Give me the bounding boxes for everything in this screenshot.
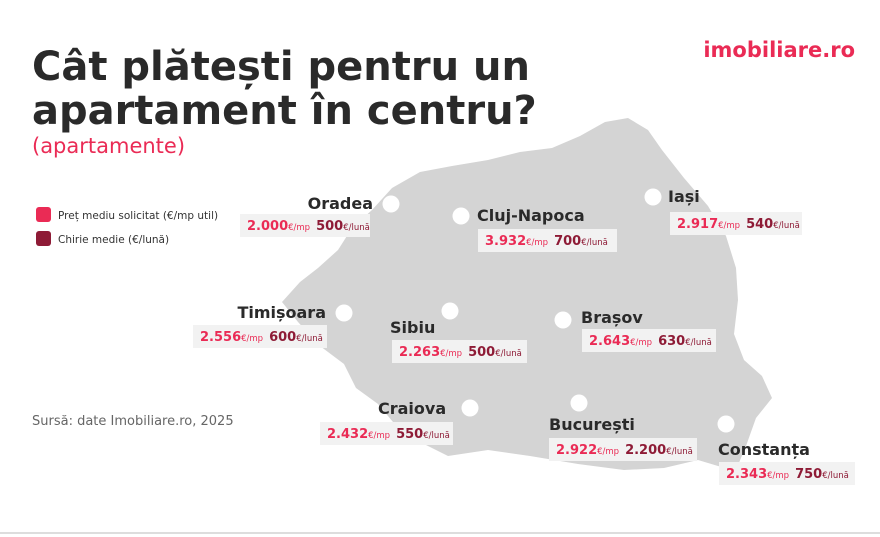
- legend: Preț mediu solicitat (€/mp util) Chirie m…: [36, 207, 218, 246]
- price-box: [320, 422, 453, 445]
- city-marker: [461, 399, 479, 417]
- title: Cât plătești pentru un: [32, 44, 530, 90]
- price-box: [240, 214, 370, 237]
- rent-unit: €/lună: [822, 471, 849, 481]
- city: Craiova 2.432€/mp 550€/lună: [320, 399, 479, 445]
- city-name: Craiova: [378, 399, 446, 418]
- rent-value: 500: [316, 219, 343, 234]
- city: Sibiu 2.263€/mp 500€/lună: [390, 302, 527, 363]
- price-unit: €/mp: [241, 334, 263, 344]
- rent-unit: €/lună: [685, 338, 712, 348]
- city: București 2.922€/mp 2.200€/lună: [549, 394, 697, 461]
- price-box: [582, 329, 716, 352]
- city-name: Sibiu: [390, 318, 435, 337]
- price-value: 2.917: [677, 217, 718, 232]
- city-marker: [570, 394, 588, 412]
- price-line: 2.643€/mp 630€/lună: [589, 334, 712, 349]
- rent-unit: €/lună: [773, 221, 800, 231]
- city-marker: [644, 188, 662, 206]
- price-line: 2.000€/mp 500€/lună: [247, 219, 370, 234]
- city-name: Constanța: [718, 440, 810, 459]
- price-line: 2.917€/mp 540€/lună: [677, 217, 800, 232]
- rent-unit: €/lună: [666, 447, 693, 457]
- city: Oradea 2.000€/mp 500€/lună: [240, 194, 400, 237]
- price-unit: €/mp: [597, 447, 619, 457]
- price-line: 2.432€/mp 550€/lună: [327, 427, 450, 442]
- city-name: Timișoara: [237, 303, 326, 322]
- rent-unit: €/lună: [495, 349, 522, 359]
- price-box: [549, 438, 697, 461]
- rent-value: 550: [396, 427, 423, 442]
- rent-value: 750: [795, 467, 822, 482]
- price-box: [478, 229, 617, 252]
- city: Iași 2.917€/mp 540€/lună: [644, 187, 802, 235]
- rent-value: 700: [554, 234, 581, 249]
- price-box: [670, 212, 802, 235]
- subtitle: (apartamente): [32, 134, 185, 158]
- price-value: 2.000: [247, 219, 288, 234]
- rent-unit: €/lună: [343, 223, 370, 233]
- city-marker: [335, 304, 353, 322]
- price-value: 3.932: [485, 234, 526, 249]
- map-romania: [282, 118, 772, 470]
- price-value: 2.643: [589, 334, 630, 349]
- city: Constanța 2.343€/mp 750€/lună: [717, 415, 855, 485]
- rent-value: 600: [269, 330, 296, 345]
- city-marker: [717, 415, 735, 433]
- city-name: Iași: [668, 187, 700, 206]
- legend-label: Chirie medie (€/lună): [58, 234, 169, 246]
- price-box: [719, 462, 855, 485]
- price-unit: €/mp: [440, 349, 462, 359]
- city-marker: [554, 311, 572, 329]
- price-unit: €/mp: [368, 431, 390, 441]
- price-unit: €/mp: [718, 221, 740, 231]
- price-unit: €/mp: [526, 238, 548, 248]
- price-unit: €/mp: [288, 223, 310, 233]
- city: Cluj-Napoca 3.932€/mp 700€/lună: [452, 206, 617, 252]
- price-line: 3.932€/mp 700€/lună: [485, 234, 608, 249]
- rent-value: 500: [468, 345, 495, 360]
- city-name: Brașov: [581, 308, 643, 327]
- price-value: 2.343: [726, 467, 767, 482]
- price-value: 2.432: [327, 427, 368, 442]
- city-marker: [382, 195, 400, 213]
- price-value: 2.556: [200, 330, 241, 345]
- city: Brașov 2.643€/mp 630€/lună: [554, 308, 716, 352]
- title: apartament în centru?: [32, 88, 537, 134]
- price-line: 2.263€/mp 500€/lună: [399, 345, 522, 360]
- source: Sursă: date Imobiliare.ro, 2025: [32, 414, 234, 429]
- price-line: 2.556€/mp 600€/lună: [200, 330, 323, 345]
- rent-unit: €/lună: [423, 431, 450, 441]
- rent-value: 2.200: [625, 443, 666, 458]
- city-name: București: [549, 415, 635, 434]
- legend-swatch: [36, 207, 51, 222]
- price-unit: €/mp: [767, 471, 789, 481]
- city-name: Cluj-Napoca: [477, 206, 585, 225]
- legend-swatch: [36, 231, 51, 246]
- price-line: 2.343€/mp 750€/lună: [726, 467, 849, 482]
- price-value: 2.922: [556, 443, 597, 458]
- city: Timișoara 2.556€/mp 600€/lună: [193, 303, 353, 348]
- logo: imobiliare.ro: [703, 38, 855, 62]
- rent-value: 630: [658, 334, 685, 349]
- rent-unit: €/lună: [581, 238, 608, 248]
- price-line: 2.922€/mp 2.200€/lună: [556, 443, 693, 458]
- price-value: 2.263: [399, 345, 440, 360]
- price-box: [392, 340, 527, 363]
- rent-unit: €/lună: [296, 334, 323, 344]
- city-marker: [452, 207, 470, 225]
- price-unit: €/mp: [630, 338, 652, 348]
- price-box: [193, 325, 327, 348]
- city-marker: [441, 302, 459, 320]
- city-name: Oradea: [308, 194, 373, 213]
- rent-value: 540: [746, 217, 773, 232]
- legend-label: Preț mediu solicitat (€/mp util): [58, 210, 218, 222]
